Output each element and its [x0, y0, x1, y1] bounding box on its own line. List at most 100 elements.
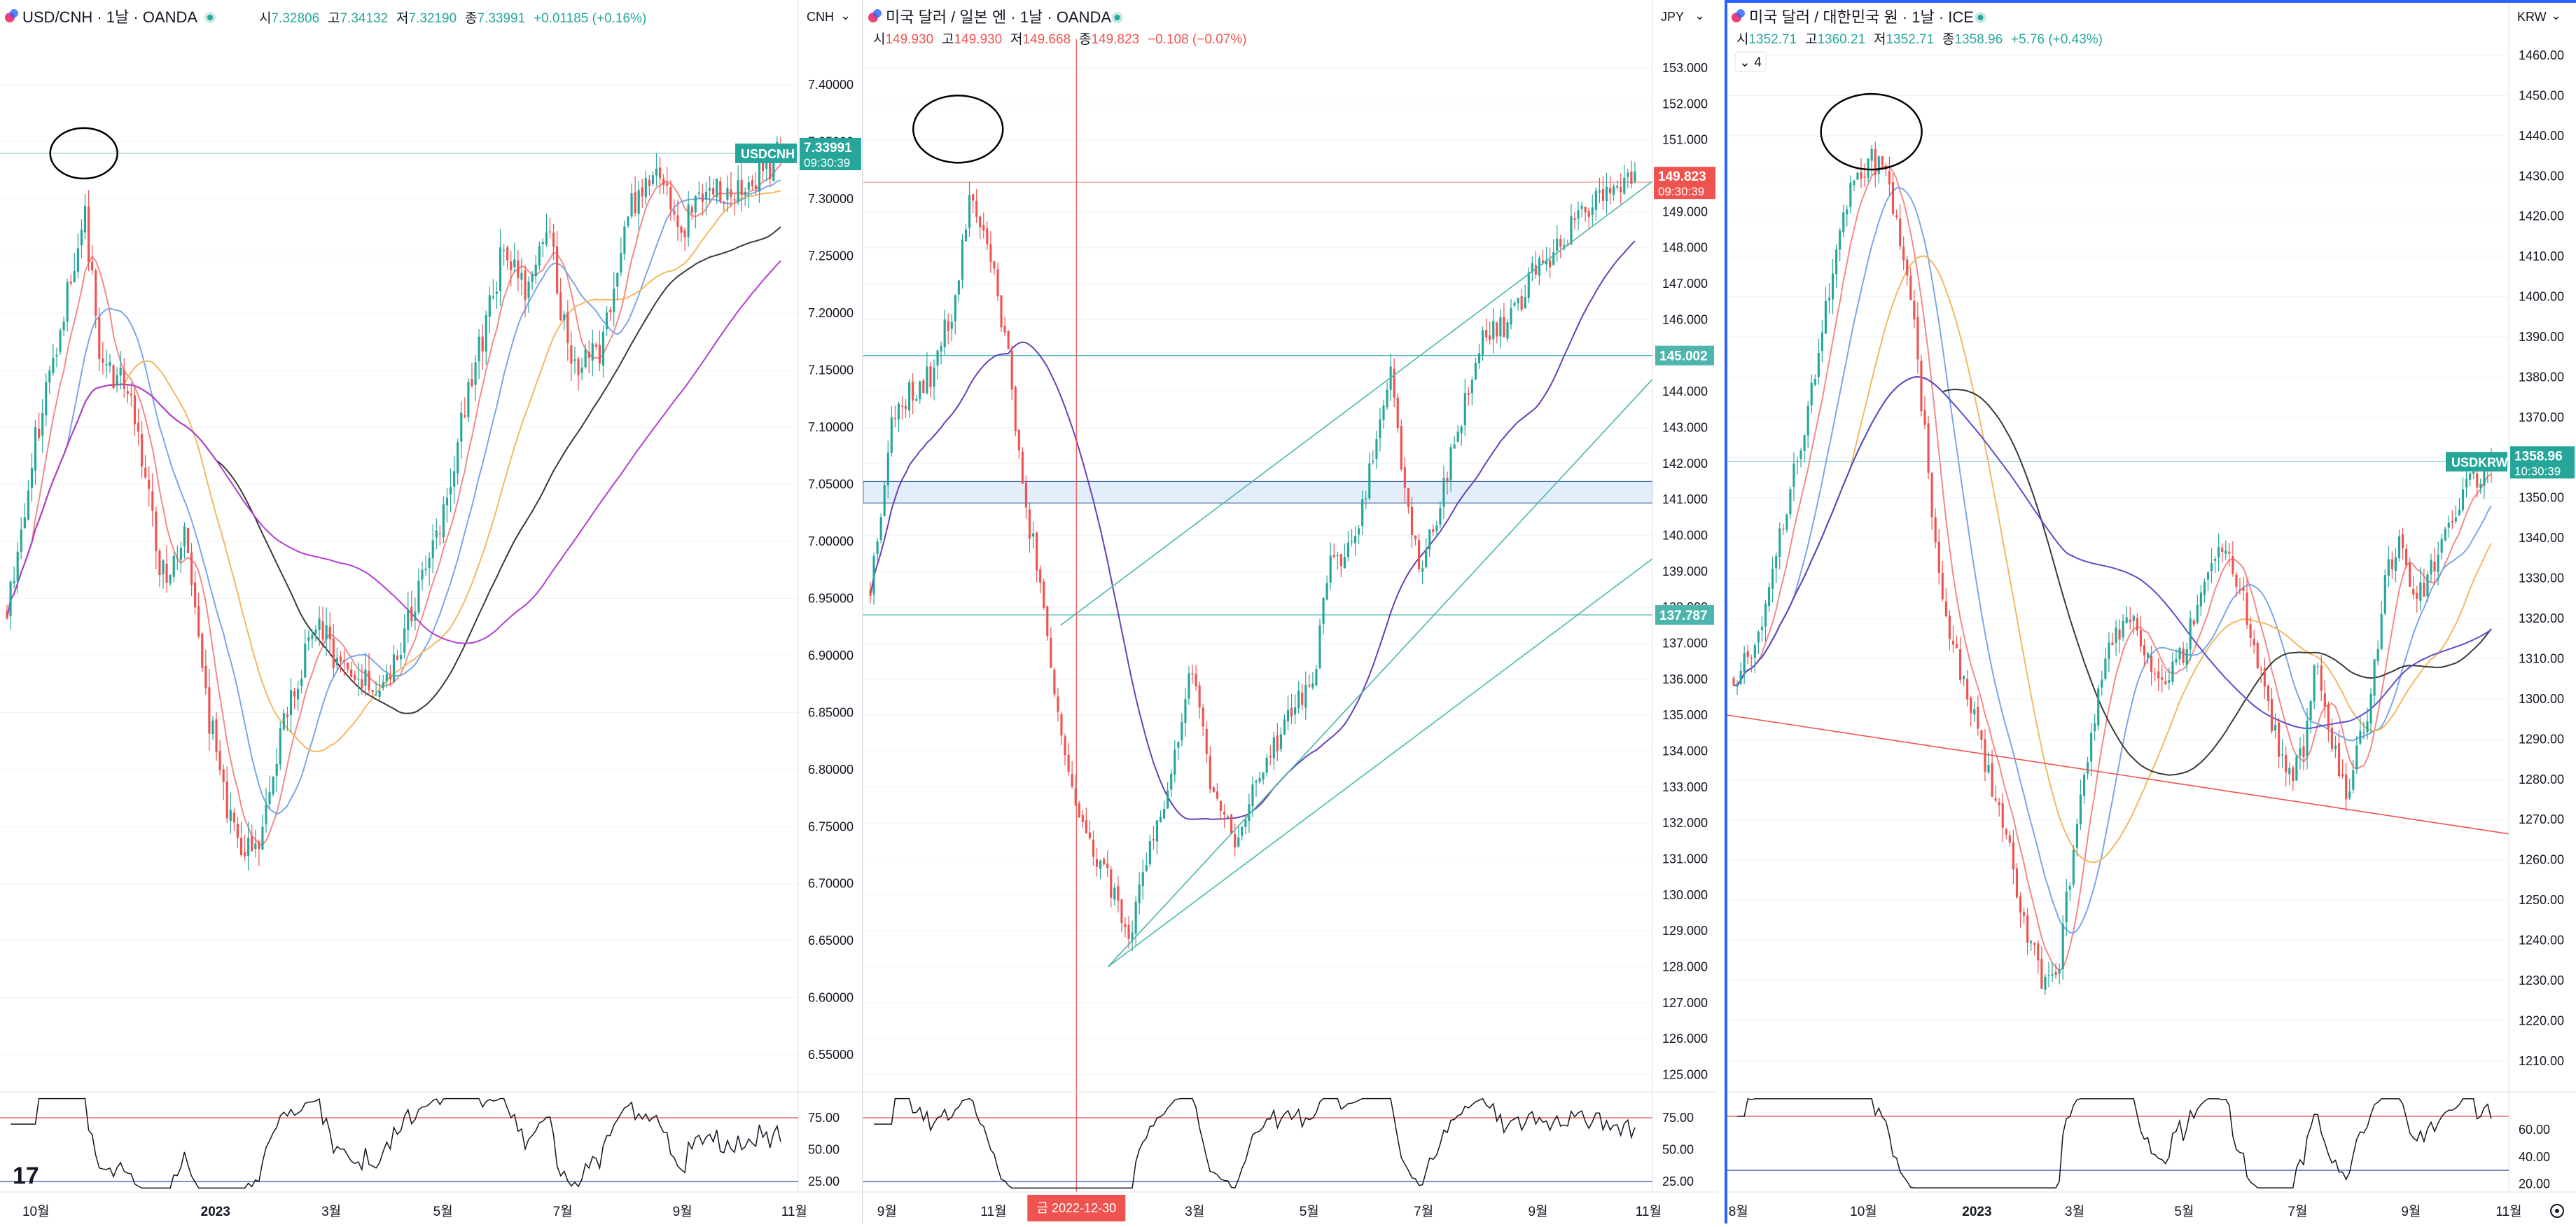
candle [155, 506, 158, 570]
gear-icon[interactable] [2550, 1204, 2564, 1218]
candle-body [591, 343, 594, 361]
candle-body [2246, 592, 2248, 625]
currency-label[interactable]: JPY [1661, 10, 1684, 24]
candle-body [1630, 171, 1633, 184]
candle [481, 324, 484, 370]
chevron-down-icon[interactable]: ⌄ [1694, 8, 1705, 22]
trend-line-2[interactable] [1107, 558, 1653, 968]
candle [2189, 610, 2192, 661]
candle [1120, 899, 1123, 933]
candle [1499, 308, 1502, 349]
candle-body [929, 366, 932, 387]
candle-body [1810, 382, 1813, 405]
candle-body [130, 394, 132, 396]
candle [1587, 207, 1590, 229]
candle [2292, 765, 2295, 791]
candle [2416, 585, 2418, 613]
price-axis-tick: 132.000 [1662, 816, 1708, 830]
candle [2026, 908, 2029, 955]
range-zone-0[interactable] [863, 480, 1653, 504]
candle-body [1973, 709, 1976, 715]
chevron-down-icon[interactable]: ⌄ [840, 8, 851, 22]
candle [1393, 358, 1395, 408]
candle-body [1386, 389, 1388, 408]
candle-body [1036, 532, 1038, 571]
candle-body [704, 191, 708, 200]
circle-annotation[interactable] [1820, 92, 1923, 171]
gear-icon[interactable] [2555, 1209, 2559, 1213]
candle-body [1120, 899, 1123, 924]
candle [1481, 326, 1484, 361]
candle-body [2033, 943, 2036, 945]
candle [584, 343, 587, 369]
candle-body [1425, 550, 1428, 567]
candle-body [1155, 820, 1159, 842]
candle-body [385, 674, 388, 681]
ohlc-value: 고1360.21 [1805, 32, 1865, 47]
rsi-axis-tick: 50.00 [1662, 1143, 1694, 1157]
currency-label[interactable]: CNH [807, 10, 834, 24]
symbol-flag-icon [10, 9, 18, 18]
candle [2327, 701, 2330, 742]
candle [1131, 920, 1134, 951]
candle [229, 792, 232, 834]
symbol-title[interactable]: 미국 달러 / 대한민국 원 · 1날 · ICE [1749, 8, 1974, 26]
candle-body [747, 182, 750, 190]
currency-label[interactable]: KRW [2517, 10, 2547, 24]
candle [2355, 735, 2358, 774]
candle-body [1003, 326, 1006, 333]
indicator-count[interactable]: ⌄ 4 [1739, 55, 1762, 70]
last-price-countdown: 10:30:39 [2514, 464, 2561, 478]
candle-body [38, 429, 41, 438]
circle-annotation[interactable] [912, 95, 1004, 164]
candle-body [1527, 272, 1530, 298]
candle-body [950, 321, 953, 329]
candle-body [137, 422, 140, 432]
price-axis-tick: 1240.00 [2519, 933, 2564, 947]
candle-body [1799, 450, 1802, 459]
symbol-title[interactable]: 미국 달러 / 일본 엔 · 1날 · OANDA [886, 8, 1111, 26]
candle-body [232, 812, 235, 823]
candle [48, 366, 51, 394]
candle-body [2001, 803, 2004, 828]
candle [445, 487, 449, 523]
candle-body [2136, 618, 2138, 631]
candle [872, 552, 875, 605]
candle-body [332, 638, 335, 669]
candle [364, 652, 367, 697]
candle [2263, 658, 2266, 700]
candle-body [2409, 563, 2411, 587]
candle-body [2232, 556, 2234, 574]
candle [520, 258, 523, 296]
candle-body [1605, 186, 1608, 202]
candle-body [1577, 210, 1580, 219]
candle [1492, 307, 1495, 354]
indicator-toggle[interactable] [1734, 51, 1767, 72]
price-axis-tick: 1220.00 [2519, 1013, 2564, 1027]
candle-body [683, 230, 686, 237]
candle-body [1127, 924, 1130, 939]
candle-body [2005, 829, 2007, 835]
chevron-down-icon[interactable]: ⌄ [2551, 8, 2561, 22]
trend-line-0[interactable] [1726, 714, 2509, 835]
candle-body [2440, 539, 2443, 553]
candle-body [531, 274, 534, 282]
candle-body [116, 375, 118, 386]
circle-annotation[interactable] [49, 127, 118, 180]
symbol-title[interactable]: USD/CNH · 1날 · OANDA [22, 8, 197, 26]
time-axis-label: 9월 [1529, 1204, 1548, 1219]
trend-line-1[interactable] [1107, 378, 1653, 968]
candle-body [2040, 959, 2043, 989]
candle [1343, 543, 1346, 569]
candle-body [392, 654, 396, 682]
candle [2065, 878, 2068, 936]
candle-body [2054, 971, 2057, 976]
candle-body [2416, 592, 2418, 599]
candle [2390, 551, 2393, 579]
candle-body [2341, 774, 2344, 777]
candle-body [904, 405, 907, 409]
candle [2306, 707, 2309, 770]
candle-body [179, 548, 182, 560]
candle-body [1432, 529, 1435, 532]
trend-line-0[interactable] [1060, 181, 1653, 626]
